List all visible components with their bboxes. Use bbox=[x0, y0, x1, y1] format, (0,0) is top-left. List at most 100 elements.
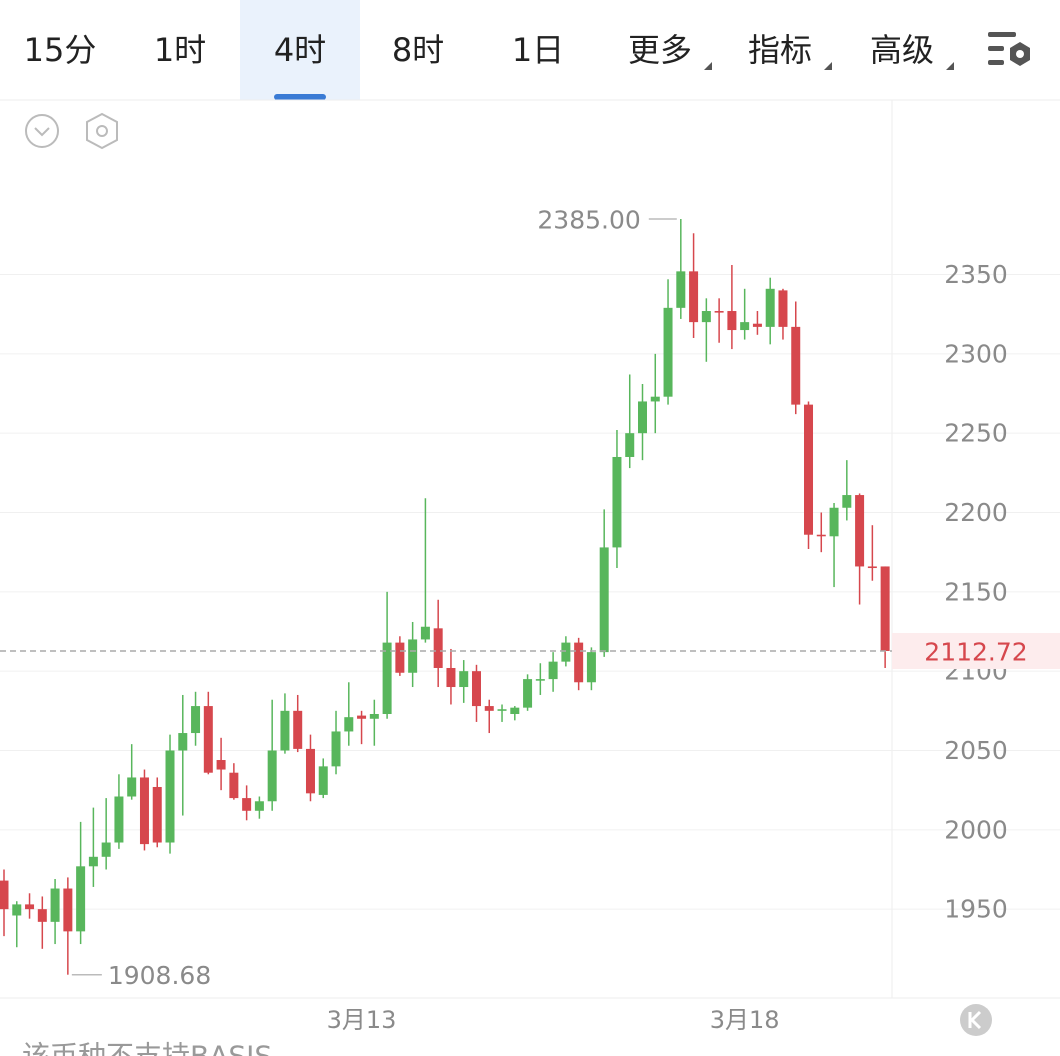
candle-body bbox=[152, 786, 162, 843]
reset-arrow bbox=[969, 1010, 982, 1030]
candle-body bbox=[663, 307, 673, 397]
candles bbox=[0, 218, 890, 975]
icon-bar bbox=[988, 46, 1004, 51]
candle-body bbox=[484, 706, 494, 711]
candle-body bbox=[114, 796, 124, 843]
candle-body bbox=[765, 288, 775, 327]
candle-body bbox=[548, 661, 558, 680]
candle-body bbox=[740, 322, 750, 331]
tab[interactable]: 15分 bbox=[24, 31, 97, 69]
candle-body bbox=[816, 534, 826, 537]
tab[interactable]: 8时 bbox=[392, 31, 444, 69]
candle-body bbox=[752, 323, 762, 327]
icon-bar bbox=[988, 60, 1004, 65]
candle-body bbox=[369, 714, 379, 719]
reset-circle bbox=[960, 1004, 992, 1036]
candle-body bbox=[612, 456, 622, 548]
candle-body bbox=[25, 904, 35, 910]
active-tab-underline bbox=[274, 94, 326, 100]
dropdown-caret bbox=[704, 62, 712, 70]
candle-body bbox=[127, 777, 137, 797]
y-tick-label: 1950 bbox=[944, 895, 1008, 924]
candle-body bbox=[165, 750, 175, 843]
candle-body bbox=[76, 866, 86, 932]
candle-body bbox=[778, 290, 788, 327]
candle-body bbox=[63, 888, 73, 932]
candle-body bbox=[497, 709, 507, 711]
tab[interactable]: 更多 bbox=[628, 31, 692, 69]
candle-body bbox=[714, 311, 724, 313]
tab[interactable]: 1日 bbox=[512, 31, 564, 69]
candle-body bbox=[382, 642, 392, 715]
candle-body bbox=[88, 856, 98, 867]
candle-body bbox=[191, 706, 201, 734]
candle-body bbox=[293, 710, 303, 749]
chart-tools bbox=[25, 112, 118, 150]
candle-body bbox=[535, 679, 545, 681]
candle-body bbox=[305, 748, 315, 794]
candle-body bbox=[727, 311, 737, 331]
candle-body bbox=[50, 888, 60, 922]
candle-body bbox=[880, 566, 890, 651]
candle-body bbox=[676, 271, 686, 308]
tab[interactable]: 1时 bbox=[154, 31, 206, 69]
y-tick-label: 2250 bbox=[944, 419, 1008, 448]
candle-body bbox=[178, 733, 188, 751]
candle-body bbox=[446, 667, 456, 688]
candle-body bbox=[471, 671, 481, 707]
overlay: 2385.00 1908.68 2112.72 bbox=[0, 205, 1060, 990]
candle-body bbox=[638, 401, 647, 434]
candle-body bbox=[254, 801, 264, 811]
y-tick-label: 2050 bbox=[944, 736, 1008, 765]
settings-icon[interactable] bbox=[988, 32, 1030, 66]
candle-body bbox=[689, 271, 699, 323]
candle-body bbox=[203, 706, 213, 773]
tab[interactable]: 4时 bbox=[274, 31, 326, 69]
icon-hole bbox=[1016, 50, 1024, 58]
candle-body bbox=[242, 798, 252, 811]
candle-body bbox=[625, 433, 635, 457]
active-tab-bg bbox=[240, 0, 360, 100]
last-price-label: 2112.72 bbox=[924, 637, 1027, 666]
candle-body bbox=[12, 904, 22, 916]
candle-body bbox=[523, 679, 533, 708]
collapse-button[interactable] bbox=[25, 114, 59, 148]
y-tick-label: 2200 bbox=[944, 498, 1008, 527]
candle-body bbox=[267, 750, 277, 802]
tab[interactable]: 高级 bbox=[870, 31, 934, 69]
x-tick-label: 3月18 bbox=[710, 1006, 780, 1034]
candle-body bbox=[318, 766, 328, 795]
tab[interactable]: 指标 bbox=[748, 31, 812, 69]
candle-body bbox=[561, 642, 571, 662]
candle-body bbox=[139, 777, 149, 845]
y-tick-label: 2300 bbox=[944, 339, 1008, 368]
candle-body bbox=[0, 880, 9, 910]
candle-body bbox=[280, 710, 290, 751]
chevron bbox=[34, 127, 50, 137]
hex-hole bbox=[96, 125, 108, 137]
candle-body bbox=[867, 566, 877, 569]
candle-body bbox=[510, 707, 520, 715]
dropdown-caret bbox=[824, 62, 832, 70]
candle-body bbox=[791, 326, 801, 405]
candle-body bbox=[331, 731, 341, 767]
settings-hex-button[interactable] bbox=[86, 112, 118, 150]
y-tick-label: 2350 bbox=[944, 260, 1008, 289]
candle-body bbox=[420, 626, 430, 640]
y-tick-label: 2150 bbox=[944, 577, 1008, 606]
tab-bar: 15分 1时 4时 8时 1日 更多 指标 高级 bbox=[24, 31, 954, 70]
candle-body bbox=[229, 772, 239, 799]
footer-note: 该币种不支持BASIS bbox=[22, 1040, 272, 1056]
candle-body bbox=[101, 842, 111, 857]
candle-body bbox=[395, 642, 405, 673]
candle-body bbox=[574, 642, 584, 683]
candle-body bbox=[842, 495, 852, 508]
reset-button[interactable] bbox=[960, 1004, 992, 1036]
grid: 1950200020502100215022002250230023503月13… bbox=[0, 260, 1060, 1034]
last-price-box bbox=[892, 632, 1060, 669]
candle-body bbox=[344, 717, 354, 732]
